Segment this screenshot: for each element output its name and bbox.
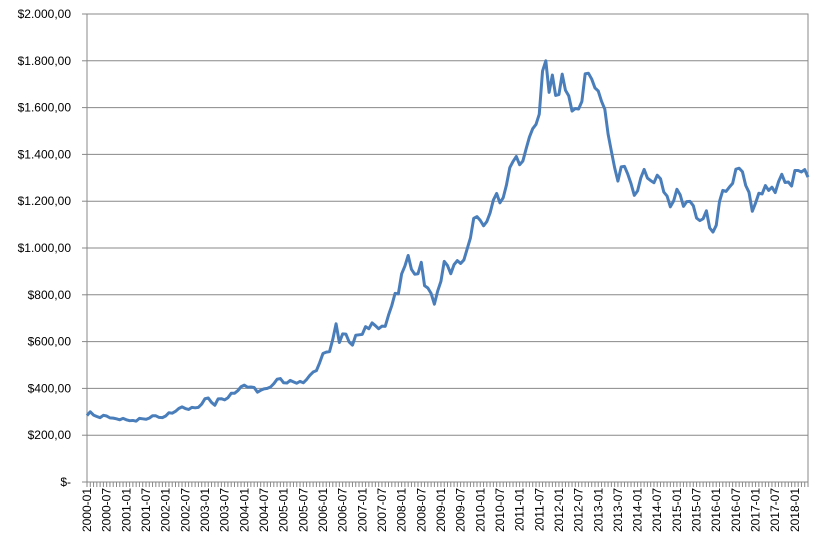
x-tick-label: 2008-07 [414, 488, 428, 532]
x-tick-label: 2005-07 [296, 488, 310, 532]
x-tick-label: 2005-01 [277, 488, 291, 532]
y-tick-label: $2.000,00 [18, 7, 72, 21]
x-tick-label: 2012-07 [572, 488, 586, 532]
x-tick-label: 2010-07 [493, 488, 507, 532]
y-tick-label: $1.800,00 [18, 54, 72, 68]
x-tick-label: 2009-07 [454, 488, 468, 532]
x-tick-label: 2002-01 [159, 488, 173, 532]
x-tick-label: 2014-07 [650, 488, 664, 532]
x-tick-label: 2000-01 [80, 488, 94, 532]
x-tick-label: 2013-01 [591, 488, 605, 532]
data-line [85, 59, 810, 423]
x-tick-label: 2001-07 [139, 488, 153, 532]
x-tick-label: 2014-01 [631, 488, 645, 532]
x-tick-label: 2006-01 [316, 488, 330, 532]
x-tick-label: 2009-01 [434, 488, 448, 532]
x-tick-label: 2018-01 [788, 488, 802, 532]
x-tick-label: 2012-01 [552, 488, 566, 532]
y-tick-label: $1.600,00 [18, 101, 72, 115]
x-tick-label: 2003-01 [198, 488, 212, 532]
x-tick-label: 2007-07 [375, 488, 389, 532]
x-tick-label: 2002-07 [178, 488, 192, 532]
x-tick-label: 2008-01 [395, 488, 409, 532]
x-tick-label: 2017-07 [768, 488, 782, 532]
y-tick-label: $1.000,00 [18, 241, 72, 255]
y-tick-label: $1.200,00 [18, 194, 72, 208]
x-tick-label: 2017-01 [749, 488, 763, 532]
y-tick-label: $- [60, 475, 71, 489]
x-tick-label: 2004-07 [257, 488, 271, 532]
y-tick-label: $1.400,00 [18, 147, 72, 161]
x-tick-label: 2007-01 [355, 488, 369, 532]
x-tick-label: 2015-07 [690, 488, 704, 532]
x-tick-label: 2004-01 [237, 488, 251, 532]
x-tick-label: 2010-01 [473, 488, 487, 532]
x-tick-label: 2003-07 [218, 488, 232, 532]
x-tick-label: 2016-01 [709, 488, 723, 532]
x-tick-label: 2011-07 [532, 488, 546, 531]
y-tick-label: $400,00 [28, 381, 72, 395]
x-tick-label: 2013-07 [611, 488, 625, 532]
y-tick-label: $600,00 [28, 335, 72, 349]
x-tick-label: 2001-01 [119, 488, 133, 532]
y-tick-label: $800,00 [28, 288, 72, 302]
x-tick-label: 2016-07 [729, 488, 743, 532]
x-tick-label: 2015-01 [670, 488, 684, 532]
x-tick-label: 2011-01 [513, 488, 527, 531]
x-tick-label: 2006-07 [336, 488, 350, 532]
x-tick-label: 2000-07 [100, 488, 114, 532]
y-tick-label: $200,00 [28, 428, 72, 442]
